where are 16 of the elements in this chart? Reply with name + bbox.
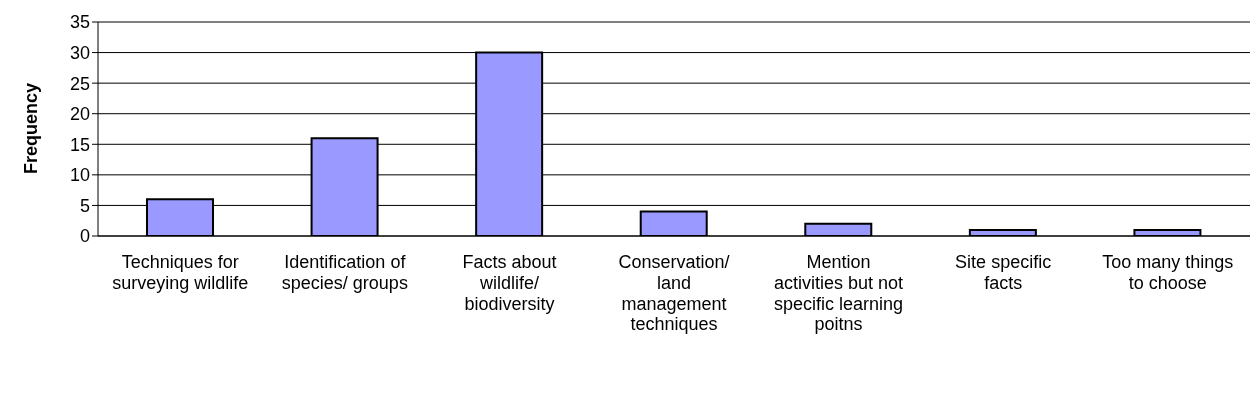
y-tick-label: 0 [79, 226, 90, 247]
y-tick-label: 30 [69, 42, 90, 63]
x-tick-label: Facts about wildlife/ biodiversity [462, 252, 557, 314]
x-tick-label: Mention activities but not specific learning poitns [774, 252, 904, 335]
y-tick-label: 20 [69, 104, 90, 125]
y-tick-label: 10 [69, 165, 90, 186]
y-tick-label: 15 [69, 134, 90, 155]
x-tick-label: Techniques for surveying wildlife [112, 252, 249, 293]
y-tick-label: 25 [69, 73, 90, 94]
y-tick-label: 5 [79, 195, 90, 216]
y-tick-label: 35 [69, 12, 90, 33]
x-tick-label: Site specific facts [955, 252, 1052, 293]
x-tick-label: Conservation/ land management techniques [618, 252, 730, 335]
x-tick-label: Too many things to choose [1102, 252, 1234, 293]
y-axis-title: Frequency [21, 82, 42, 174]
x-tick-label: Identification of species/ groups [281, 252, 408, 293]
